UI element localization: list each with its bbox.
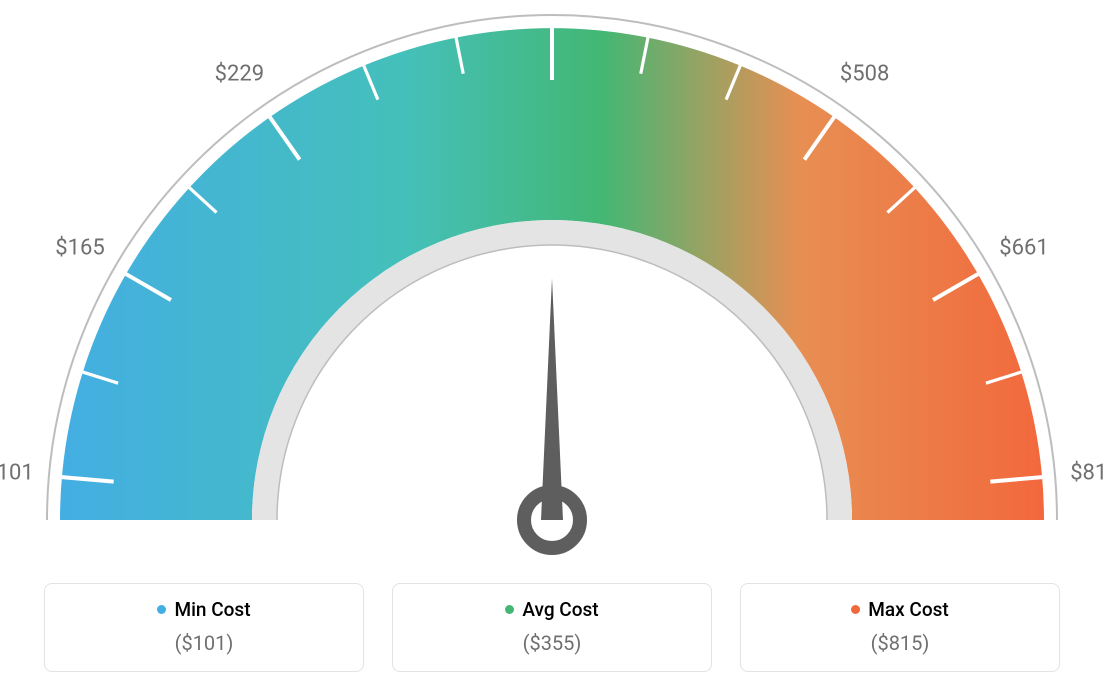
legend-label: Min Cost — [174, 598, 250, 621]
legend-title-min: Min Cost — [157, 598, 250, 621]
gauge-svg — [0, 0, 1104, 560]
gauge-tick-label: $165 — [55, 235, 104, 260]
legend-title-avg: Avg Cost — [505, 598, 598, 621]
dot-icon — [157, 605, 166, 614]
legend-row: Min Cost ($101) Avg Cost ($355) Max Cost… — [0, 583, 1104, 672]
legend-card-max: Max Cost ($815) — [740, 583, 1060, 672]
gauge-tick-label: $229 — [215, 61, 264, 86]
gauge-tick-label: $101 — [0, 460, 34, 485]
gauge-tick-label: $815 — [1070, 460, 1104, 485]
legend-label: Avg Cost — [522, 598, 598, 621]
legend-card-avg: Avg Cost ($355) — [392, 583, 712, 672]
legend-card-min: Min Cost ($101) — [44, 583, 364, 672]
dot-icon — [505, 605, 514, 614]
legend-label: Max Cost — [868, 598, 948, 621]
gauge-tick-label: $508 — [840, 61, 889, 86]
legend-title-max: Max Cost — [851, 598, 948, 621]
gauge-tick-label: $661 — [999, 235, 1048, 260]
dot-icon — [851, 605, 860, 614]
legend-value-avg: ($355) — [393, 631, 711, 655]
legend-value-max: ($815) — [741, 631, 1059, 655]
legend-value-min: ($101) — [45, 631, 363, 655]
gauge-chart: $101$165$229$355$508$661$815 — [0, 0, 1104, 560]
